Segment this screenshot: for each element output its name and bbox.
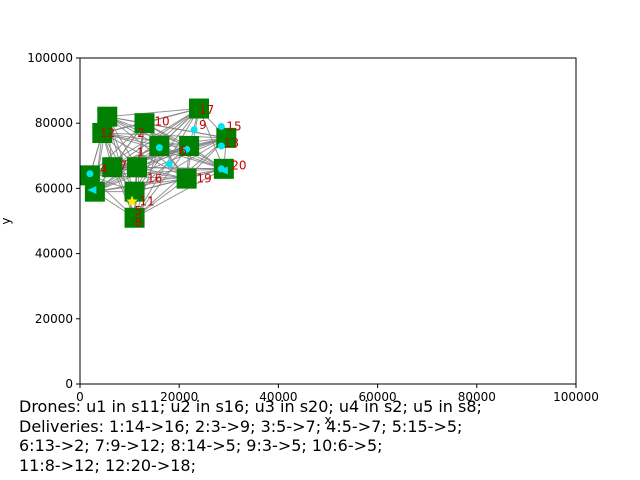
drone-heading-triangle-icon — [87, 186, 97, 195]
node-label: 12 — [100, 126, 115, 140]
caption-line-deliveries-cont: 6:13->2; 7:9->12; 8:14->5; 9:3->5; 10:6-… — [19, 436, 383, 455]
x-tick-label: 100000 — [553, 390, 599, 404]
station-square — [134, 113, 155, 134]
node-label: 9 — [199, 118, 207, 132]
node-label: 11 — [140, 194, 155, 208]
station-square — [124, 207, 145, 228]
x-tick-label: 60000 — [359, 390, 397, 404]
node-label: 10 — [154, 115, 169, 129]
plot-background — [80, 58, 576, 384]
node-label: 17 — [199, 103, 214, 117]
drone-layer — [86, 122, 228, 207]
station-square — [176, 168, 197, 189]
route-edge — [94, 108, 200, 193]
node-label: 16 — [147, 172, 162, 186]
plot-frame — [79, 57, 577, 385]
station-square — [189, 98, 210, 119]
depot-star-icon — [126, 195, 138, 207]
station-square — [102, 157, 123, 178]
route-edge — [94, 168, 224, 193]
caption-line-deliveries: Deliveries: 1:14->16; 2:3->9; 3:5->7; 4:… — [19, 416, 463, 436]
route-edge — [137, 166, 224, 170]
y-axis-label: y — [0, 217, 13, 224]
x-tick-label: 0 — [76, 390, 84, 404]
drone-marker — [190, 126, 198, 134]
drone-marker — [217, 142, 225, 150]
drone-heading-triangle-icon — [218, 166, 228, 175]
x-tick-label: 40000 — [259, 390, 297, 404]
x-tick-label: 20000 — [160, 390, 198, 404]
y-tick-label: 60000 — [35, 181, 73, 195]
node-label: 19 — [197, 172, 212, 186]
route-edge — [107, 108, 200, 118]
node-label: 1 — [137, 146, 145, 160]
node-label: 5 — [135, 204, 143, 218]
drone-marker — [217, 122, 225, 130]
y-tick-label: 40000 — [35, 247, 73, 261]
node-label: 4 — [100, 162, 108, 176]
y-tick-label: 0 — [65, 377, 73, 391]
node-label: 8 — [135, 216, 143, 230]
y-axis-ticks: 0 20000 40000 60000 80000 100000 — [27, 51, 80, 391]
route-edge — [112, 145, 190, 168]
node-label: 15 — [226, 119, 241, 133]
drone-marker — [155, 144, 163, 152]
node-label: 7 — [120, 159, 128, 173]
route-edge — [134, 137, 227, 193]
x-axis-ticks: 0 20000 40000 60000 80000 100000 — [76, 384, 599, 404]
route-edge — [198, 108, 225, 170]
y-tick-label: 80000 — [35, 116, 73, 130]
x-tick-label: 80000 — [458, 390, 496, 404]
route-edge — [144, 122, 227, 139]
y-tick-label: 100000 — [27, 51, 73, 65]
station-square — [124, 181, 145, 202]
caption-line-drones: Drones: u1 in s11; u2 in s16; u3 in s20;… — [19, 397, 482, 416]
route-edge — [134, 168, 225, 219]
node-label: 2 — [137, 126, 145, 140]
node-label: 13 — [224, 136, 239, 150]
route-edge — [159, 145, 225, 170]
route-edge — [134, 145, 160, 218]
station-square — [97, 106, 118, 127]
route-edge — [102, 132, 227, 139]
y-tick-label: 20000 — [35, 312, 73, 326]
station-square — [92, 122, 113, 143]
drone-marker — [165, 160, 173, 168]
x-axis-label: x — [324, 413, 331, 427]
node-label: 6 — [179, 144, 187, 158]
drone-marker — [86, 170, 94, 178]
node-label: 20 — [231, 159, 246, 173]
drone-marker — [183, 145, 191, 153]
route-edge — [134, 145, 190, 219]
status-caption: Drones: u1 in s11; u2 in s16; u3 in s20;… — [19, 397, 629, 475]
station-square — [127, 157, 148, 178]
route-edge — [94, 137, 227, 193]
caption-line-deliveries-end: 11:8->12; 12:20->18; — [19, 455, 196, 475]
